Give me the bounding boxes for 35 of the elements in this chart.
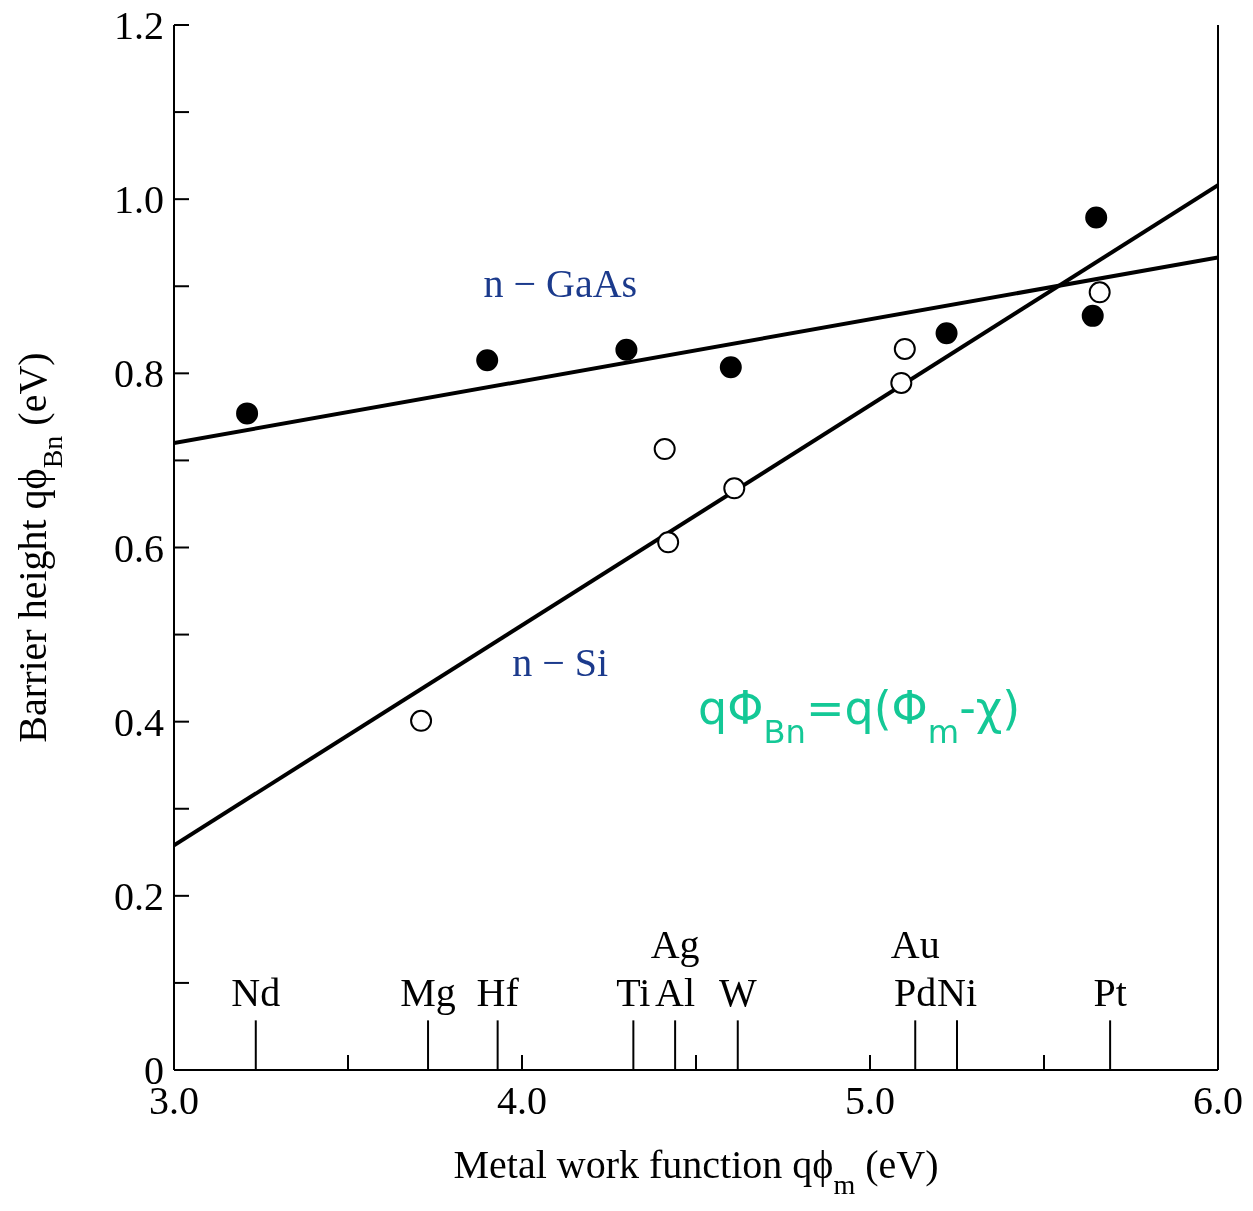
point xyxy=(723,477,746,500)
ref-line-label: Ti xyxy=(616,970,651,1016)
point xyxy=(653,438,676,461)
x-axis-title: Metal work function qϕ$_{m}$ (eV) xyxy=(453,1142,939,1200)
y-tick-label: 1.0 xyxy=(114,177,164,223)
x-tick-label: 6.0 xyxy=(1193,1078,1243,1123)
series-label: n − GaAs xyxy=(483,260,638,306)
annotation: qΦ$_{Bn}$=q(Φ$_{m}$-χ) xyxy=(698,681,1021,751)
point xyxy=(890,371,913,394)
point xyxy=(615,338,638,361)
y-tick-label: 0.8 xyxy=(114,351,164,397)
ref-line-label: Mg xyxy=(400,970,456,1016)
point xyxy=(935,322,958,345)
ref-line-label: W xyxy=(718,970,757,1016)
y-tick-label: 0.2 xyxy=(114,873,164,919)
ref-line-label: Ni xyxy=(937,970,977,1016)
ref-line-label: Ag Al xyxy=(650,922,700,1016)
y-tick-label: 1.2 xyxy=(114,3,164,48)
point xyxy=(410,709,433,732)
y-tick-label: 0.4 xyxy=(114,699,164,745)
point xyxy=(1088,281,1111,304)
point xyxy=(1081,304,1104,327)
point xyxy=(893,337,916,360)
point xyxy=(476,349,499,372)
x-tick-label: 4.0 xyxy=(497,1078,547,1123)
series-label: n − Si xyxy=(512,640,609,686)
point xyxy=(657,531,680,554)
point xyxy=(236,402,259,425)
y-tick-label: 0.6 xyxy=(114,525,164,571)
point xyxy=(1085,206,1108,229)
point xyxy=(719,356,742,379)
ref-line-label: Pt xyxy=(1093,970,1127,1016)
ref-line-label: Nd xyxy=(231,970,281,1016)
ref-line-label: Hf xyxy=(476,970,520,1016)
x-tick-label: 5.0 xyxy=(845,1078,895,1123)
